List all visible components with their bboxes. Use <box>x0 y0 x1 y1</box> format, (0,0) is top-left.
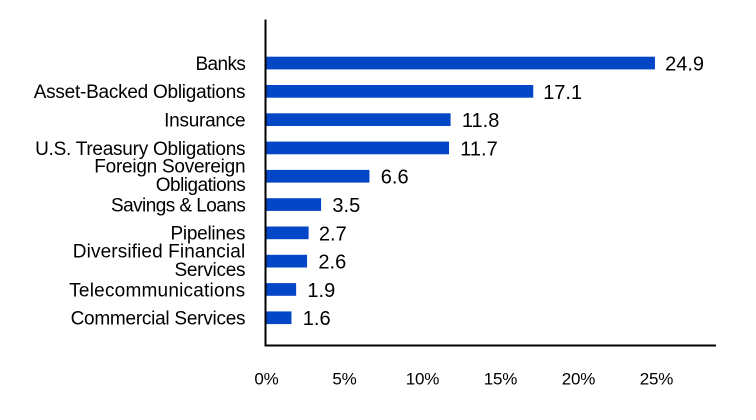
svg-text:Savings & Loans: Savings & Loans <box>111 195 245 216</box>
svg-text:2.7: 2.7 <box>319 223 347 245</box>
svg-text:15%: 15% <box>484 370 518 389</box>
svg-text:Obligations: Obligations <box>156 175 246 196</box>
svg-text:Foreign Sovereign: Foreign Sovereign <box>94 157 245 178</box>
svg-text:Asset-Backed Obligations: Asset-Backed Obligations <box>34 82 246 103</box>
svg-text:3.5: 3.5 <box>332 195 360 217</box>
svg-text:Pipelines: Pipelines <box>170 224 245 245</box>
svg-text:0%: 0% <box>254 370 278 389</box>
svg-text:6.6: 6.6 <box>381 167 409 189</box>
svg-text:17.1: 17.1 <box>543 82 582 104</box>
svg-text:Telecommunications: Telecommunications <box>69 280 245 301</box>
svg-text:Insurance: Insurance <box>164 111 245 132</box>
svg-text:Services: Services <box>174 260 245 281</box>
svg-text:10%: 10% <box>406 370 440 389</box>
svg-text:Banks: Banks <box>195 54 245 75</box>
svg-text:2.6: 2.6 <box>318 252 346 274</box>
svg-text:25%: 25% <box>640 370 674 389</box>
svg-text:5%: 5% <box>332 370 356 389</box>
svg-text:11.7: 11.7 <box>460 138 497 160</box>
svg-text:Commercial Services: Commercial Services <box>71 309 246 330</box>
svg-text:Diversified Financial: Diversified Financial <box>73 242 246 263</box>
svg-text:20%: 20% <box>562 370 596 389</box>
svg-text:24.9: 24.9 <box>665 54 704 76</box>
svg-text:1.9: 1.9 <box>307 280 335 302</box>
svg-text:1.6: 1.6 <box>303 308 331 330</box>
svg-text:11.8: 11.8 <box>462 110 499 132</box>
svg-text:U.S. Treasury Obligations: U.S. Treasury Obligations <box>35 139 245 160</box>
